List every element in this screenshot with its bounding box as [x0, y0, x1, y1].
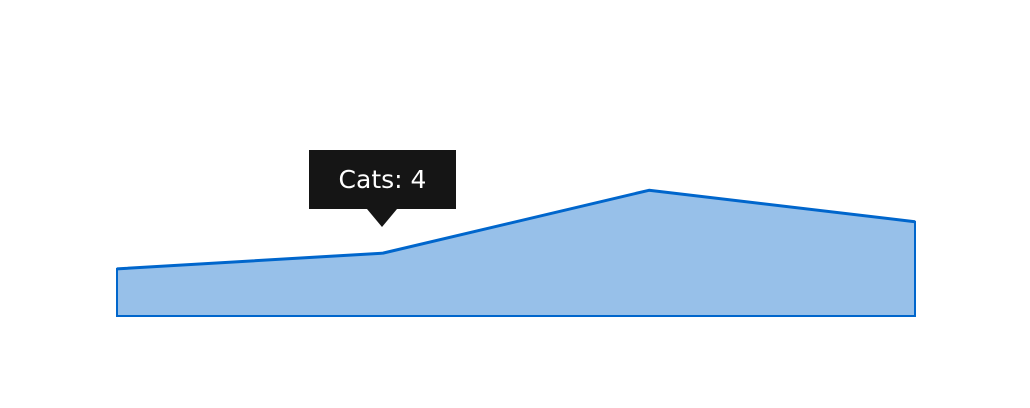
- data-point[interactable]: [111, 263, 123, 275]
- tooltip-pointer: [367, 209, 397, 227]
- series-area-cats[interactable]: [116, 189, 916, 317]
- data-point[interactable]: [643, 184, 655, 196]
- plot-area: [111, 184, 921, 317]
- data-tooltip: Cats: 4: [309, 150, 456, 209]
- series-line-cats: [116, 188, 916, 271]
- data-point[interactable]: [377, 247, 389, 259]
- data-point[interactable]: [909, 216, 921, 228]
